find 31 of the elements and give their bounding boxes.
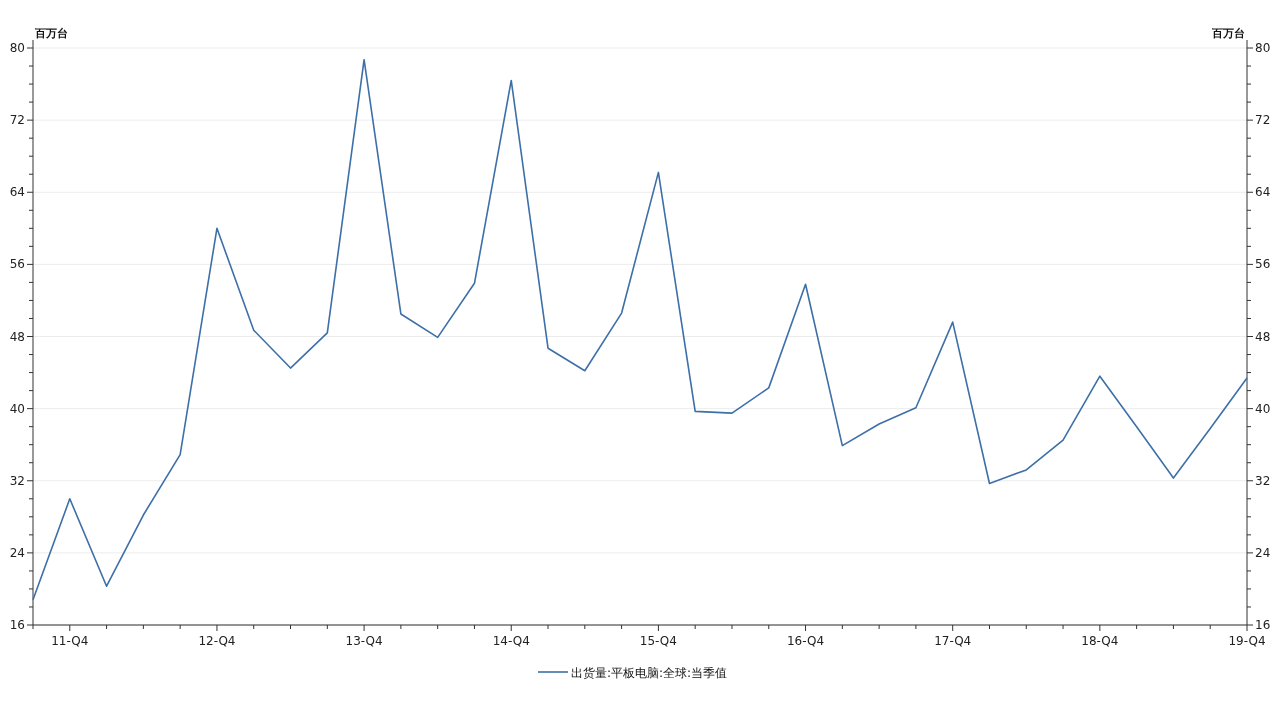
y-tick-label: 16 <box>9 618 25 632</box>
y2-tick-label: 48 <box>1255 329 1271 344</box>
x-tick-label: 14-Q4 <box>492 634 530 648</box>
y2-tick-label: 32 <box>1255 473 1271 488</box>
y-tick-label: 32 <box>9 473 25 488</box>
y-tick-label: 24 <box>9 545 25 560</box>
y-axis-title: 百万台 <box>34 27 68 40</box>
x-tick-label: 16-Q4 <box>786 634 825 648</box>
y-tick-label: 40 <box>9 401 25 416</box>
x-tick-label: 13-Q4 <box>345 634 383 648</box>
x-tick-label: 17-Q4 <box>934 634 972 648</box>
y-tick-label: 48 <box>9 329 25 344</box>
y-tick-label: 64 <box>9 185 25 200</box>
y2-tick-label: 80 <box>1255 41 1271 55</box>
y2-tick-label: 72 <box>1255 113 1271 128</box>
legend-label: 出货量:平板电脑:全球:当季值 <box>571 666 728 680</box>
y2-tick-label: 24 <box>1255 545 1271 560</box>
y2-tick-label: 56 <box>1255 257 1271 272</box>
x-tick-label: 19-Q4 <box>1228 634 1266 648</box>
legend: 出货量:平板电脑:全球:当季值 <box>537 666 728 680</box>
y2-axis-title: 百万台 <box>1211 27 1245 40</box>
y-tick-label: 72 <box>9 113 25 128</box>
y2-tick-label: 16 <box>1255 618 1271 632</box>
y2-tick-label: 64 <box>1255 185 1271 200</box>
x-tick-label: 18-Q4 <box>1081 634 1119 648</box>
y2-tick-label: 40 <box>1255 401 1271 416</box>
x-tick-label: 15-Q4 <box>639 634 677 648</box>
x-tick-label: 12-Q4 <box>198 634 236 648</box>
y-tick-label: 80 <box>9 41 25 55</box>
y-tick-label: 56 <box>9 257 25 272</box>
x-tick-label: 11-Q4 <box>51 634 89 648</box>
